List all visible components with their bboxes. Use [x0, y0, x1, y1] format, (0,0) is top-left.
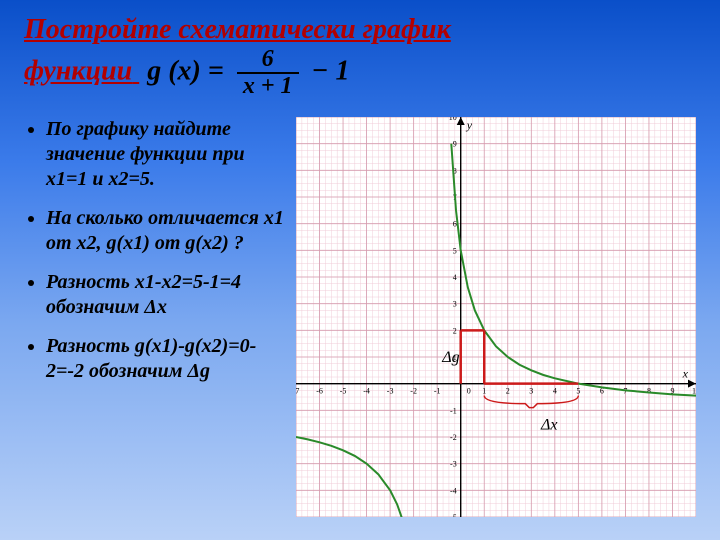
formula-numerator: 6	[237, 47, 299, 74]
svg-text:-1: -1	[450, 407, 457, 416]
svg-text:4: 4	[453, 273, 457, 282]
list-item: Разность g(x1)-g(x2)=0-2=-2 обозначим Δg	[46, 334, 288, 384]
svg-text:1: 1	[482, 387, 486, 396]
list-item: По графику найдите значение функции при …	[46, 117, 288, 192]
title-line-2: функции	[24, 56, 132, 87]
svg-text:5: 5	[576, 387, 580, 396]
svg-text:y: y	[466, 118, 473, 132]
title-line-1: Постройте схематически график	[24, 14, 451, 45]
formula-denominator: x + 1	[237, 74, 299, 99]
svg-text:Δg: Δg	[441, 349, 459, 366]
list-item: На сколько отличается x1 от x2, g(x1) от…	[46, 206, 288, 256]
svg-text:-5: -5	[340, 387, 347, 396]
svg-text:Δx: Δx	[540, 417, 558, 434]
formula-fraction: 6 x + 1	[237, 47, 299, 99]
function-chart: -7-6-5-4-3-2-112345678910-5-4-3-2-112345…	[296, 117, 696, 517]
svg-text:2: 2	[506, 387, 510, 396]
svg-text:x: x	[682, 367, 689, 381]
svg-text:3: 3	[453, 300, 457, 309]
svg-text:-3: -3	[450, 460, 457, 469]
formula-tail: − 1	[312, 56, 350, 87]
bullet-list: По графику найдите значение функции при …	[24, 117, 288, 517]
svg-text:10: 10	[449, 117, 457, 122]
svg-text:5: 5	[453, 247, 457, 256]
svg-text:-3: -3	[387, 387, 394, 396]
formula-lhs: g (x) =	[147, 56, 224, 87]
svg-text:-5: -5	[450, 513, 457, 517]
svg-text:9: 9	[453, 140, 457, 149]
svg-text:8: 8	[647, 387, 651, 396]
title-formula: g (x) = 6 x + 1 − 1	[147, 47, 349, 99]
svg-text:-6: -6	[316, 387, 323, 396]
svg-text:10: 10	[692, 387, 696, 396]
svg-text:-1: -1	[434, 387, 441, 396]
svg-text:6: 6	[453, 220, 457, 229]
svg-text:4: 4	[553, 387, 557, 396]
list-item: Разность x1-x2=5-1=4 обозначим Δx	[46, 270, 288, 320]
svg-text:0: 0	[467, 387, 471, 396]
svg-text:-4: -4	[363, 387, 370, 396]
svg-text:3: 3	[529, 387, 533, 396]
svg-text:-4: -4	[450, 487, 457, 496]
svg-text:-7: -7	[296, 387, 299, 396]
svg-text:-2: -2	[410, 387, 417, 396]
page-title: Постройте схематически график функции g …	[24, 12, 696, 99]
svg-text:-2: -2	[450, 433, 457, 442]
svg-text:2: 2	[453, 327, 457, 336]
